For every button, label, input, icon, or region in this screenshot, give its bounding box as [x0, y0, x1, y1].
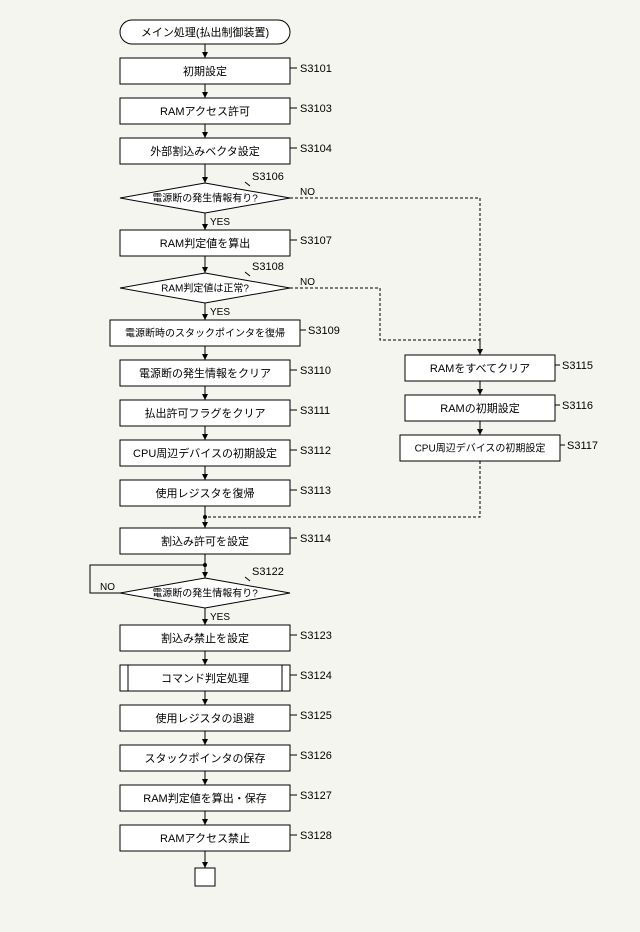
node-s3107: RAM判定値を算出 S3107 [120, 230, 332, 256]
svg-text:S3117: S3117 [567, 440, 598, 452]
svg-text:S3127: S3127 [300, 790, 332, 802]
svg-text:RAM判定値は正常?: RAM判定値は正常? [161, 282, 249, 295]
svg-text:RAMアクセス禁止: RAMアクセス禁止 [160, 832, 250, 845]
svg-text:使用レジスタを復帰: 使用レジスタを復帰 [156, 487, 255, 500]
svg-text:S3104: S3104 [300, 143, 332, 155]
svg-text:外部割込みベクタ設定: 外部割込みベクタ設定 [150, 144, 260, 158]
edge-no-3106 [290, 198, 480, 340]
svg-text:RAMの初期設定: RAMの初期設定 [440, 401, 519, 415]
svg-text:払出許可フラグをクリア: 払出許可フラグをクリア [145, 406, 266, 420]
node-s3115: RAMをすべてクリア S3115 [405, 355, 593, 381]
node-s3116: RAMの初期設定 S3116 [405, 395, 593, 421]
node-s3128: RAMアクセス禁止 S3128 [120, 825, 332, 851]
svg-text:スタックポインタの保存: スタックポインタの保存 [145, 751, 266, 765]
no-label-2: NO [300, 277, 315, 288]
yes-label-2: YES [210, 307, 230, 318]
svg-text:RAMアクセス許可: RAMアクセス許可 [160, 105, 250, 118]
label-s3101: S3101 [300, 63, 332, 75]
svg-text:RAMをすべてクリア: RAMをすべてクリア [430, 362, 530, 375]
svg-text:初期設定: 初期設定 [183, 64, 227, 78]
svg-text:RAM判定値を算出: RAM判定値を算出 [160, 236, 250, 250]
start-text: メイン処理(払出制御装置) [141, 25, 269, 39]
node-s3114: 割込み許可を設定 S3114 [120, 528, 331, 554]
svg-text:S3128: S3128 [300, 830, 332, 842]
node-s3125: 使用レジスタの退避 S3125 [120, 705, 332, 731]
svg-text:S3107: S3107 [300, 235, 332, 247]
svg-text:S3108: S3108 [252, 261, 284, 273]
node-s3124: コマンド判定処理 S3124 [120, 665, 332, 691]
svg-text:S3112: S3112 [300, 445, 331, 457]
node-s3109: 電源断時のスタックポインタを復帰 S3109 [110, 320, 340, 346]
svg-text:CPU周辺デバイスの初期設定: CPU周辺デバイスの初期設定 [415, 442, 546, 455]
node-s3127: RAM判定値を算出・保存 S3127 [120, 785, 332, 811]
svg-text:S3109: S3109 [308, 325, 340, 337]
svg-text:S3114: S3114 [300, 533, 331, 545]
node-s3111: 払出許可フラグをクリア S3111 [120, 400, 330, 426]
svg-text:S3126: S3126 [300, 750, 332, 762]
node-s3117: CPU周辺デバイスの初期設定 S3117 [400, 435, 598, 461]
svg-text:S3111: S3111 [300, 405, 330, 417]
node-s3104: 外部割込みベクタ設定 S3104 [120, 138, 332, 164]
svg-text:S3106: S3106 [252, 171, 284, 183]
svg-text:割込み禁止を設定: 割込み禁止を設定 [161, 631, 249, 645]
yes-label-3: YES [210, 612, 230, 623]
node-s3103: RAMアクセス許可 S3103 [120, 98, 332, 124]
svg-text:S3113: S3113 [300, 485, 331, 497]
start-node: メイン処理(払出制御装置) [120, 20, 290, 44]
no-label-3: NO [100, 582, 115, 593]
end-loop [195, 868, 215, 886]
svg-text:電源断の発生情報有り?: 電源断の発生情報有り? [152, 192, 258, 205]
svg-text:割込み許可を設定: 割込み許可を設定 [161, 534, 249, 548]
svg-text:S3103: S3103 [300, 103, 332, 115]
svg-text:S3116: S3116 [562, 400, 593, 412]
svg-text:S3123: S3123 [300, 630, 332, 642]
node-s3126: スタックポインタの保存 S3126 [120, 745, 332, 771]
svg-text:コマンド判定処理: コマンド判定処理 [161, 671, 249, 685]
yes-label: YES [210, 217, 230, 228]
no-label: NO [300, 187, 315, 198]
svg-text:S3125: S3125 [300, 710, 332, 722]
svg-text:電源断の発生情報をクリア: 電源断の発生情報をクリア [139, 366, 271, 380]
node-s3101: 初期設定 S3101 [120, 58, 332, 84]
svg-text:電源断時のスタックポインタを復帰: 電源断時のスタックポインタを復帰 [125, 327, 285, 340]
svg-text:電源断の発生情報有り?: 電源断の発生情報有り? [152, 587, 258, 600]
svg-text:S3124: S3124 [300, 670, 332, 682]
merge-dot-2 [203, 563, 207, 567]
svg-text:S3110: S3110 [300, 365, 331, 377]
merge-dot [203, 515, 207, 519]
svg-text:S3122: S3122 [252, 566, 284, 578]
svg-text:RAM判定値を算出・保存: RAM判定値を算出・保存 [143, 791, 266, 805]
svg-text:S3115: S3115 [562, 360, 593, 372]
node-s3113: 使用レジスタを復帰 S3113 [120, 480, 331, 506]
node-s3112: CPU周辺デバイスの初期設定 S3112 [120, 440, 331, 466]
node-s3123: 割込み禁止を設定 S3123 [120, 625, 332, 651]
node-s3110: 電源断の発生情報をクリア S3110 [120, 360, 331, 386]
svg-text:使用レジスタの退避: 使用レジスタの退避 [156, 711, 255, 725]
svg-text:CPU周辺デバイスの初期設定: CPU周辺デバイスの初期設定 [133, 446, 277, 460]
